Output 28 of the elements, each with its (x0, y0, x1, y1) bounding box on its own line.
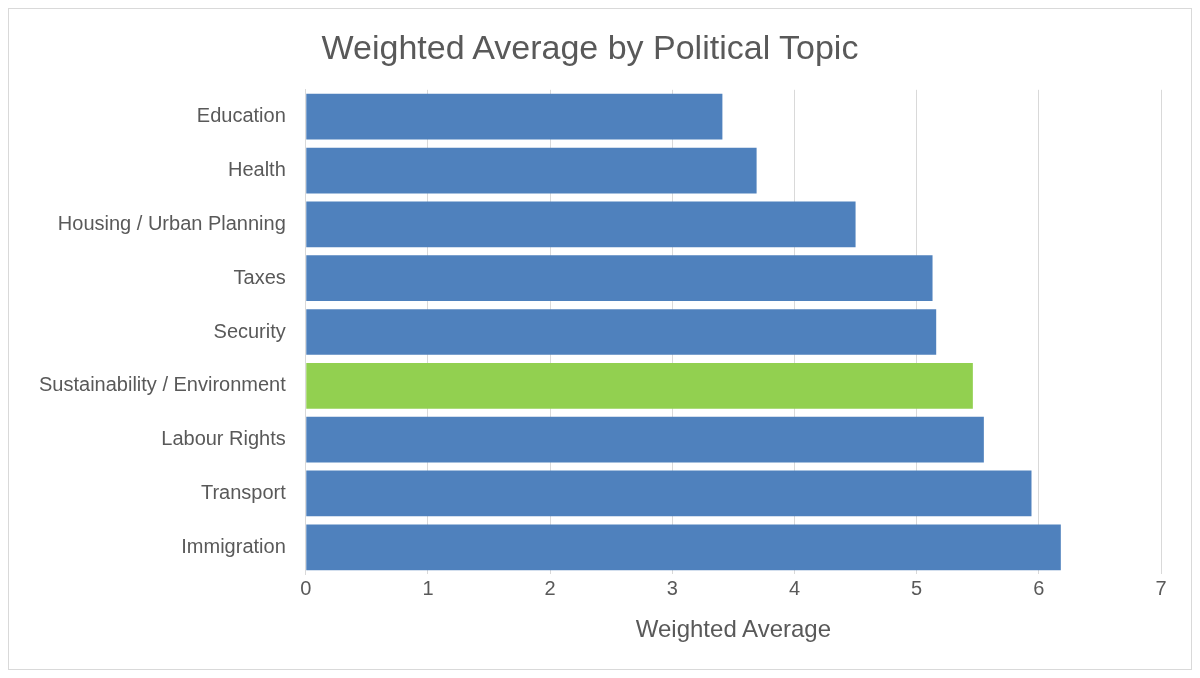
y-tick-label: Education (196, 104, 286, 127)
y-tick-label: Immigration (181, 534, 286, 557)
bar (306, 362, 973, 409)
x-tick-label: 1 (422, 576, 434, 599)
bar (306, 470, 1032, 517)
bar (306, 255, 933, 302)
y-tick-label: Security (213, 319, 286, 342)
bar (306, 147, 757, 194)
x-tick-label: 5 (911, 576, 923, 599)
x-tick-label: 6 (1033, 576, 1045, 599)
bar (306, 309, 937, 355)
y-tick-label: Housing / Urban Planning (57, 211, 286, 234)
x-tick-label: 0 (300, 576, 312, 599)
bar (306, 416, 984, 463)
y-tick-label: Sustainability / Environment (38, 373, 287, 396)
x-tick-label: 2 (544, 576, 556, 599)
bar (306, 524, 1061, 571)
x-tick-label: 4 (788, 576, 801, 599)
y-tick-label: Labour Rights (161, 427, 286, 450)
y-tick-label: Taxes (233, 265, 286, 288)
x-axis-title: Weighted Average (635, 615, 832, 643)
y-tick-label: Health (227, 158, 286, 181)
x-tick-label: 3 (666, 576, 678, 599)
x-tick-label: 7 (1155, 576, 1167, 599)
y-tick-label: Transport (200, 480, 287, 503)
chart-title: Weighted Average by Political Topic (321, 27, 859, 66)
bar (306, 201, 856, 248)
bar (306, 93, 723, 140)
